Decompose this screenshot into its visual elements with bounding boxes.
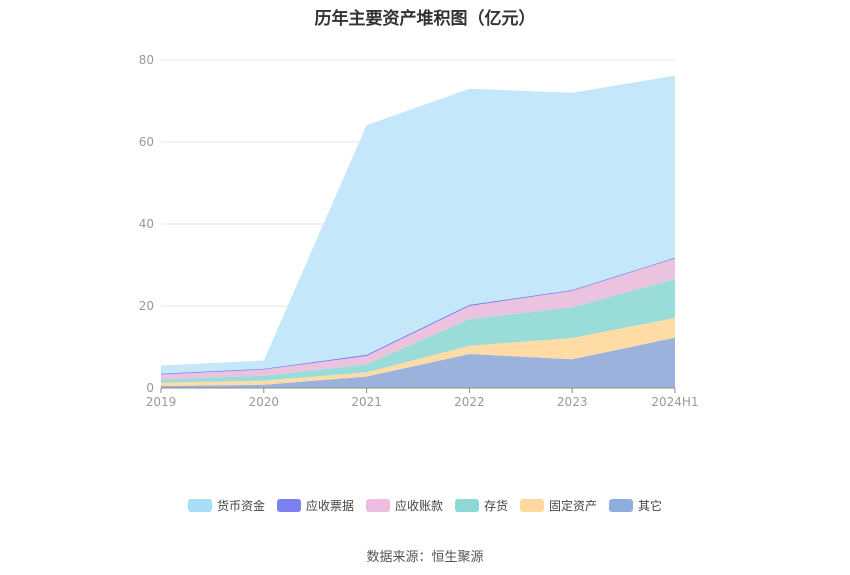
- x-tick-label: 2021: [351, 395, 382, 409]
- area-货币资金: [161, 75, 675, 374]
- x-tick-label: 2023: [557, 395, 588, 409]
- legend-swatch: [609, 499, 634, 512]
- legend-item[interactable]: 货币资金: [187, 497, 265, 514]
- legend-item[interactable]: 其它: [609, 497, 662, 514]
- x-tick-label: 2022: [454, 395, 485, 409]
- legend: 货币资金 应收票据 应收账款 存货 固定资产 其它: [0, 497, 850, 514]
- chart-title: 历年主要资产堆积图（亿元）: [314, 9, 536, 29]
- y-tick-label: 80: [139, 53, 154, 67]
- legend-label: 存货: [484, 499, 509, 513]
- area-series: [161, 75, 675, 388]
- area-存货: [161, 278, 675, 383]
- y-tick-label: 60: [139, 135, 154, 149]
- x-tick-label: 2019: [146, 395, 177, 409]
- legend-swatch: [276, 499, 301, 512]
- y-tick-label: 20: [139, 299, 154, 313]
- y-tick-label: 0: [146, 381, 154, 395]
- legend-swatch: [187, 499, 212, 512]
- legend-swatch: [520, 499, 545, 512]
- legend-swatch: [365, 499, 390, 512]
- axes: 0 20 40 60 80 2019 2020 2021 2022 2023 2024H1: [139, 53, 699, 409]
- y-tick-label: 40: [139, 217, 154, 231]
- legend-label: 货币资金: [216, 499, 265, 513]
- legend-item[interactable]: 应收票据: [276, 497, 354, 514]
- legend-label: 应收账款: [394, 499, 443, 513]
- legend-label: 其它: [638, 499, 663, 513]
- x-tick-label: 2024H1: [651, 395, 698, 409]
- x-tick-label: 2020: [249, 395, 280, 409]
- legend-label: 应收票据: [305, 499, 354, 513]
- area-其它: [161, 337, 675, 388]
- legend-label: 固定资产: [549, 499, 598, 513]
- legend-item[interactable]: 固定资产: [520, 497, 597, 514]
- legend-swatch: [455, 499, 479, 512]
- legend-item[interactable]: 应收账款: [365, 497, 443, 514]
- area-固定资产: [161, 317, 675, 386]
- data-source: 数据来源：恒生聚源: [366, 550, 484, 565]
- legend-item[interactable]: 存货: [455, 497, 508, 514]
